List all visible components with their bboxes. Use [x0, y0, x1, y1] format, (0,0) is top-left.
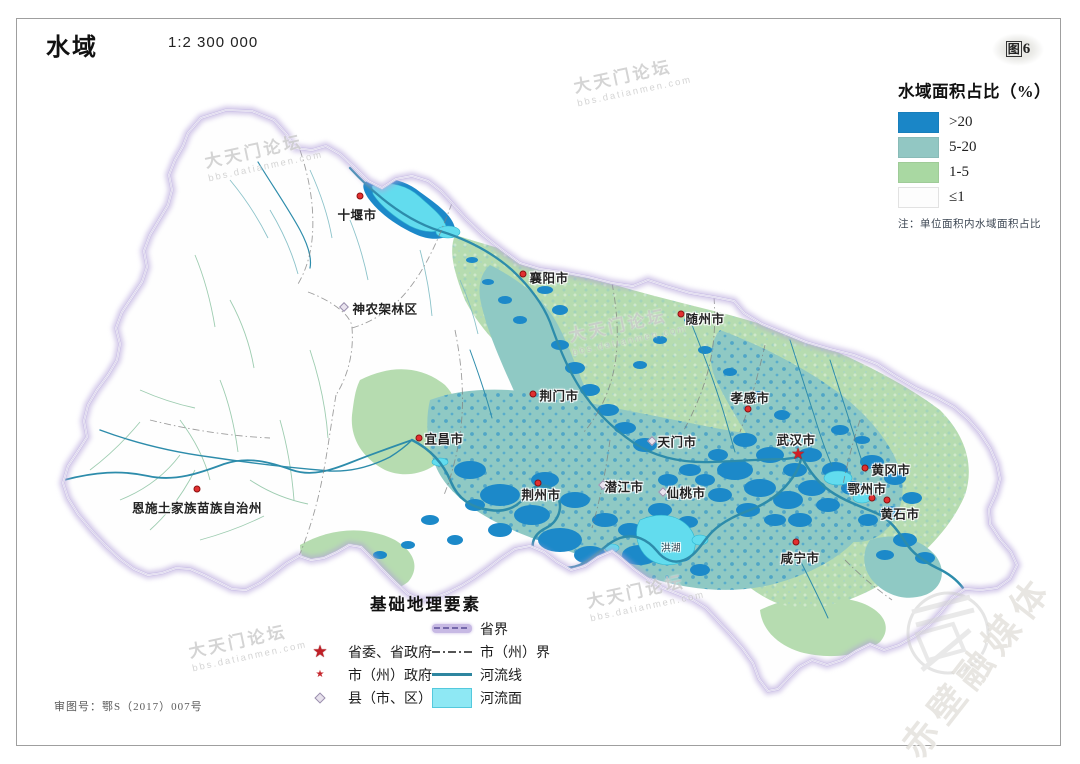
figure-badge-prefix: 图: [1005, 41, 1022, 57]
city-gov-marker: [883, 496, 891, 504]
legend-item-provincial-gov: ★ 省委、省政府: [298, 640, 432, 663]
city-label: 随州市: [685, 312, 725, 327]
page-title: 水域: [46, 34, 98, 61]
provincial-gov-star-icon: ★: [312, 642, 328, 661]
city-gov-marker: [534, 479, 542, 487]
city-label: 咸宁市: [780, 551, 820, 566]
water-legend: 水域面积占比（%） >20 5-20 1-5 ≤1 注：单位面积内水域面积占比: [898, 78, 1063, 231]
city-gov-marker: [356, 192, 364, 200]
city-label: 黄冈市: [871, 463, 911, 478]
city-gov-marker: [861, 464, 869, 472]
legend-row: ≤1: [898, 185, 1063, 210]
qing-river: [99, 429, 413, 472]
city-label: 黄石市: [880, 507, 920, 522]
water-legend-title: 水域面积占比（%）: [898, 82, 1051, 101]
city-label: 潜江市: [604, 480, 644, 495]
legend-item-city-boundary: 市（州）界: [430, 640, 568, 663]
yangtze-main: [410, 438, 965, 590]
city-gov-marker: [677, 310, 685, 318]
city-label: 神农架林区: [352, 302, 418, 317]
city-label: 恩施土家族苗族自治州: [131, 501, 263, 516]
city-gov-marker: [415, 434, 423, 442]
prefecture-boundaries: [149, 149, 893, 601]
city-label: 仙桃市: [666, 486, 706, 501]
city-label: 孝感市: [730, 391, 770, 406]
city-label: 十堰市: [337, 208, 377, 223]
river-area-symbol: [430, 687, 474, 708]
rivers: [63, 161, 965, 619]
river-line-symbol: [430, 673, 474, 676]
map-approval-number: 审图号：鄂S（2017）007号: [54, 701, 203, 713]
city-gov-star-icon: ★: [315, 668, 325, 680]
legend-row: 1-5: [898, 160, 1063, 185]
city-gov-marker: [529, 390, 537, 398]
city-gov-marker: [744, 405, 752, 413]
northwest-streams: [229, 169, 479, 335]
legend-item-province-boundary: 省界: [430, 617, 568, 640]
map-scale: 1:2 300 000: [168, 34, 259, 51]
legend-item-river-area: 河流面: [430, 686, 568, 709]
county-gov-diamond-icon: [298, 691, 342, 704]
city-label: 武汉市: [776, 433, 816, 448]
figure-badge-number: 6: [1022, 41, 1031, 57]
yangtze-upper: [63, 439, 413, 481]
legend-label: >20: [949, 114, 973, 130]
city-label: 洪湖: [660, 544, 682, 554]
base-legend-title: 基础地理要素: [370, 595, 481, 614]
city-gov-marker: [519, 270, 527, 278]
city-label: 荆门市: [539, 389, 579, 404]
provincial-capital-marker: ★: [790, 446, 806, 463]
legend-label: ≤1: [949, 189, 965, 205]
city-gov-marker: [792, 538, 800, 546]
legend-swatch-gt20: [898, 112, 939, 133]
legend-row: >20: [898, 110, 1063, 135]
city-label: 天门市: [657, 435, 697, 450]
city-label: 宜昌市: [424, 432, 464, 447]
province-boundary-symbol: [430, 624, 474, 633]
province-interior: [63, 149, 969, 657]
han-river: [348, 166, 803, 464]
legend-label: 5-20: [949, 139, 977, 155]
legend-swatch-5-20: [898, 137, 939, 158]
legend-item-river-line: 河流线: [430, 663, 568, 686]
city-label: 襄阳市: [529, 271, 569, 286]
city-boundary-symbol: [430, 650, 474, 653]
city-gov-marker: [193, 485, 201, 493]
water-legend-note: 注：单位面积内水域面积占比: [898, 219, 1041, 230]
legend-item-county-gov: 县（市、区）政府: [298, 686, 460, 709]
city-gov-marker: [868, 494, 876, 502]
legend-label: 1-5: [949, 164, 969, 180]
west-streams: [89, 254, 329, 541]
legend-row: 5-20: [898, 135, 1063, 160]
legend-item-city-gov: ★ 市（州）政府: [298, 663, 432, 686]
legend-swatch-1-5: [898, 162, 939, 183]
legend-swatch-le1: [898, 187, 939, 208]
city-label: 荆州市: [521, 488, 561, 503]
city-label: 鄂州市: [847, 482, 887, 497]
